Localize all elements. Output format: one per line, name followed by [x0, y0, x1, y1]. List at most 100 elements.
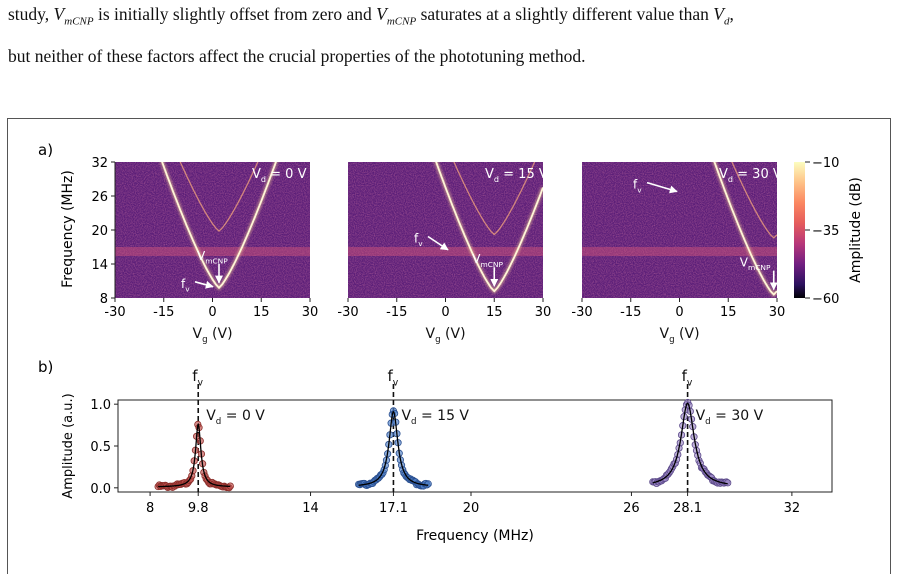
heatmap-vd-label-sub: d — [494, 175, 499, 184]
vmcnp-label: VmCNP — [472, 252, 503, 269]
heatmap-xtick-label: 30 — [769, 305, 786, 320]
symbol-sub: d — [723, 15, 730, 28]
heatmap-xtick-label: -15 — [386, 305, 407, 320]
text-fragment: study, — [8, 4, 54, 24]
heatmap-xtick-label: -30 — [571, 305, 592, 320]
heatmap-curves — [434, 162, 543, 295]
text-fragment: , — [729, 4, 734, 24]
series-label-sub: d — [216, 417, 222, 427]
heatmap-ytick-label: 20 — [91, 224, 108, 239]
heatmap-xtick-label: -15 — [153, 305, 174, 320]
colorbar: −10 −35 −60 Amplitude (dB) — [794, 156, 864, 307]
heatmap-xtick-label: 15 — [253, 305, 270, 320]
heatmap-xticks: -30 -15 0 15 30 — [337, 298, 551, 320]
chart-xtick-label: 14 — [302, 501, 319, 516]
heatmap-vd-label-main: V — [252, 167, 261, 182]
chart-xtick-label: 8 — [146, 501, 154, 516]
panel-a-label: a) — [38, 141, 53, 159]
heatmap-vd-label: Vd = 30 V — [719, 167, 782, 184]
paragraph-line-2: but neither of these factors affect the … — [8, 46, 586, 66]
heatmap-yticks: 32 26 20 14 8 — [91, 156, 116, 307]
colorbar-gradient — [794, 162, 805, 298]
heatmap-band — [582, 247, 777, 256]
heatmap-ytick-label: 26 — [91, 190, 108, 205]
vmcnp-label-main: V — [197, 249, 206, 263]
series-label: Vd = 0 V — [206, 408, 265, 427]
chart-xtick-label: 20 — [463, 501, 480, 516]
heatmap-noise — [115, 162, 310, 298]
chart-xtick-label: 26 — [623, 501, 640, 516]
peak-label: fv — [387, 367, 398, 389]
vmcnp-label-sub: mCNP — [205, 256, 228, 265]
fit-line — [158, 422, 231, 488]
figure-frame — [7, 118, 891, 574]
heatmap-xlabel-rest: (V) — [208, 326, 233, 342]
vmcnp-label: VmCNP — [740, 256, 771, 273]
symbol-sub: mCNP — [386, 15, 417, 28]
heatmap-xlabel: Vg (V) — [193, 326, 233, 345]
fv-label-sub: v — [637, 185, 642, 194]
heatmap-xlabel-sub: g — [669, 335, 675, 345]
paragraph-line-1: study, VmCNP is initially slightly offse… — [8, 4, 734, 32]
text-fragment: saturates at a slightly different value … — [416, 4, 714, 24]
series-label-sub: d — [705, 417, 711, 427]
peak-label-main: f — [192, 367, 198, 385]
heatmap-xtick-label: 15 — [720, 305, 737, 320]
chart-ytick-label: 0.0 — [90, 482, 111, 497]
vmcnp-label-sub: mCNP — [748, 263, 771, 272]
heatmap-vd-label-sub: d — [728, 175, 733, 184]
fv-label-main: f — [414, 232, 419, 246]
chart-ylabel: Amplitude (a.u.) — [61, 393, 76, 498]
heatmap-xlabel-rest: (V) — [675, 326, 700, 342]
heatmap-band — [348, 247, 543, 256]
heatmap-ytick-label: 14 — [91, 258, 108, 273]
heatmap-xtick-label: 0 — [208, 305, 216, 320]
colorbar-label: Amplitude (dB) — [848, 177, 864, 283]
fv-label: fv — [633, 178, 642, 195]
vmcnp-label-main: V — [740, 256, 749, 270]
fv-arrow — [646, 181, 678, 194]
colorbar-tick-label: −60 — [812, 292, 839, 307]
heatmap-xlabel: Vg (V) — [426, 326, 466, 345]
fv-arrow — [194, 280, 214, 289]
series-label-main: V — [696, 408, 706, 424]
series-label: Vd = 30 V — [696, 408, 764, 427]
heatmap-band — [115, 247, 310, 256]
heatmap-curves — [160, 162, 279, 291]
data-point — [424, 480, 432, 488]
chart-xtick-label: 17.1 — [379, 501, 408, 516]
series-label-rest: = 30 V — [711, 408, 764, 424]
chart-xtick-label: 9.8 — [188, 501, 209, 516]
heatmap-ytick-label: 32 — [91, 156, 108, 171]
heatmap-vd-label: Vd = 15 V — [485, 167, 548, 184]
vmcnp-label-main: V — [472, 252, 481, 266]
heatmap-vd-label-rest: = 30 V — [733, 167, 782, 182]
peak-label-main: f — [682, 367, 688, 385]
symbol-v: V — [376, 4, 387, 24]
symbol-v: V — [53, 4, 65, 24]
symbol-v: V — [713, 4, 724, 24]
mode-upper — [731, 162, 777, 239]
heatmap-vd-label-main: V — [719, 167, 728, 182]
heatmap-ytick-label: 8 — [100, 292, 108, 307]
heatmap-xtick-label: 30 — [302, 305, 319, 320]
mode-main — [713, 162, 777, 296]
heatmap-xtick-label: 15 — [486, 305, 503, 320]
chart-xtick-label: 32 — [784, 501, 801, 516]
vmcnp-label: VmCNP — [197, 249, 228, 266]
mode-upper — [453, 162, 536, 236]
peak-label: fv — [682, 367, 693, 389]
heatmap-xlabel: Vg (V) — [660, 326, 700, 345]
fv-arrow — [427, 235, 449, 251]
fit-line — [652, 402, 728, 485]
